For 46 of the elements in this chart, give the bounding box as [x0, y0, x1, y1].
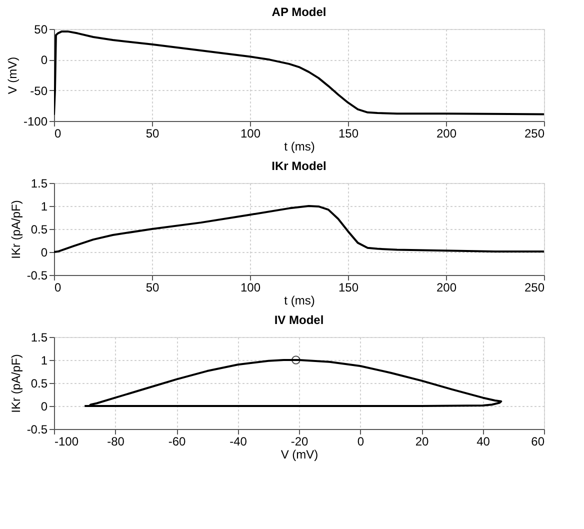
x-tick-label: 150	[338, 126, 359, 140]
x-tick-label: 0	[54, 126, 62, 140]
x-tick-label: 100	[240, 126, 261, 140]
y-tick-label: 1.5	[30, 176, 48, 190]
chart-title: IV Model	[274, 313, 324, 327]
y-tick-label: -50	[30, 84, 48, 98]
x-tick-label: 20	[415, 434, 429, 448]
y-tick-label: 1.5	[30, 330, 48, 344]
y-tick-label: 50	[34, 22, 48, 36]
x-axis-title: t (ms)	[284, 294, 315, 308]
x-tick-label: 250	[524, 126, 545, 140]
x-tick-label: -80	[107, 434, 125, 448]
x-tick-label: -40	[230, 434, 248, 448]
line-series	[84, 359, 502, 407]
y-axis-title: V (mV)	[5, 56, 20, 94]
line-series	[54, 205, 544, 253]
x-tick-label: -20	[290, 434, 308, 448]
y-tick-label: 0	[40, 246, 48, 260]
x-tick-label: 0	[54, 280, 62, 294]
y-tick-label: 0	[40, 53, 48, 68]
x-tick-label: -60	[168, 434, 186, 448]
x-tick-label: 250	[524, 280, 545, 294]
y-tick-label: -100	[23, 114, 48, 128]
x-tick-label: -100	[54, 434, 79, 448]
x-tick-label: 100	[240, 280, 261, 294]
x-axis-title: t (ms)	[284, 140, 315, 154]
x-tick-label: 200	[436, 126, 457, 140]
chart-title: AP Model	[272, 5, 326, 19]
x-tick-label: 200	[436, 280, 457, 294]
y-axis-title: IKr (pA/pF)	[8, 200, 23, 259]
y-tick-label: 0	[40, 400, 48, 414]
x-tick-label: 0	[357, 434, 364, 448]
y-tick-label: -0.5	[26, 422, 48, 436]
y-tick-label: 1	[40, 200, 48, 214]
x-tick-label: 150	[338, 280, 359, 294]
y-axis-title: IKr (pA/pF)	[8, 354, 23, 413]
x-tick-label: 60	[531, 434, 545, 448]
x-axis-title: V (mV)	[280, 448, 318, 462]
chart-title: IKr Model	[272, 159, 326, 173]
x-tick-label: 50	[146, 126, 160, 140]
y-tick-label: -0.5	[26, 268, 48, 282]
x-tick-label: 40	[476, 434, 490, 448]
x-tick-label: 50	[146, 280, 160, 294]
y-tick-label: 0.5	[30, 222, 48, 236]
y-tick-label: 0.5	[30, 376, 48, 390]
y-tick-label: 1	[40, 354, 48, 368]
